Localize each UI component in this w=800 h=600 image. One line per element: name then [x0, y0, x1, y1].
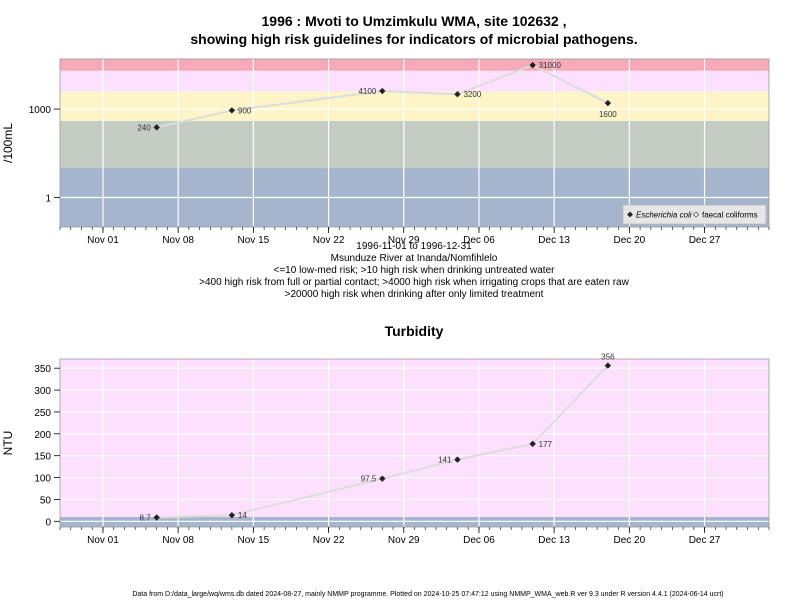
data-point-marker: [529, 61, 536, 69]
legend-label: faecal coliforms: [702, 211, 758, 220]
data-label: 177: [539, 440, 553, 449]
data-label: 141: [438, 456, 452, 465]
data-point-marker: [604, 99, 612, 107]
legend-marker: [627, 211, 633, 218]
x-tick-label: Dec 27: [689, 535, 721, 546]
y-tick-label: 300: [34, 386, 51, 397]
data-label: 31000: [539, 61, 562, 70]
data-point-marker: [228, 511, 236, 519]
x-tick-label: Nov 08: [162, 235, 194, 246]
chart-title: 1996 : Mvoti to Umzimkulu WMA, site 1026…: [262, 13, 567, 29]
data-point-marker: [153, 124, 160, 131]
y-tick-label: 250: [34, 408, 51, 419]
data-label: 356: [601, 353, 615, 362]
x-tick-label: Dec 13: [538, 535, 570, 546]
y-tick-label: 100: [34, 474, 51, 485]
x-tick-label: Dec 06: [463, 535, 495, 546]
date-range-note: 1996-11-01 to 1996-12-31: [356, 241, 472, 252]
data-point-marker: [454, 90, 461, 98]
y-tick-label: 50: [40, 495, 52, 506]
y-tick-label: 0: [45, 517, 51, 528]
data-point-marker: [379, 475, 386, 482]
x-tick-label: Dec 27: [689, 235, 721, 246]
legend-marker: [693, 211, 699, 218]
x-tick-label: Nov 15: [238, 235, 270, 246]
series-line: [156, 364, 609, 519]
data-point-marker: [153, 514, 160, 521]
x-tick-label: Nov 01: [87, 535, 119, 546]
legend-label: Escherichia coli: [636, 211, 692, 220]
risk-band: [60, 120, 769, 169]
x-tick-label: Nov 15: [238, 535, 270, 546]
data-label: 240: [137, 123, 151, 132]
y-tick-label: 1: [45, 194, 51, 205]
y-tick-label: 350: [34, 364, 51, 375]
series-line: [156, 64, 609, 129]
footer-note: Data from D:/data_large/wq/wms.db dated …: [132, 591, 723, 598]
x-tick-label: Nov 22: [313, 535, 345, 546]
risk-band: [60, 91, 769, 121]
chart-subtitle: showing high risk guidelines for indicat…: [190, 31, 637, 47]
data-point-marker: [379, 87, 386, 95]
risk-note-drinking: <=10 low-med risk; >10 high risk when dr…: [274, 265, 556, 276]
data-point-marker: [604, 362, 612, 369]
data-label: 14: [238, 511, 247, 520]
data-point-marker: [228, 107, 236, 114]
x-tick-label: Nov 08: [162, 535, 194, 546]
data-point-marker: [454, 456, 461, 463]
y-axis-label: NTU: [1, 431, 15, 456]
y-tick-label: 1000: [29, 105, 52, 116]
y-tick-label: 150: [34, 452, 51, 463]
x-tick-label: Nov 01: [87, 235, 119, 246]
data-label: 97.5: [361, 475, 377, 484]
y-axis-label: /100mL: [1, 123, 15, 163]
y-tick-label: 200: [34, 430, 51, 441]
x-tick-label: Dec 06: [463, 235, 495, 246]
risk-band: [60, 70, 769, 92]
data-label: 8.7: [140, 514, 152, 523]
risk-band: [60, 516, 769, 527]
x-tick-label: Dec 20: [614, 235, 646, 246]
x-tick-label: Nov 22: [313, 235, 345, 246]
risk-band: [60, 359, 769, 517]
x-tick-label: Nov 29: [388, 535, 420, 546]
risk-note-contact: >400 high risk from full or partial cont…: [199, 277, 629, 288]
turbidity-panel: Nov 01 Nov 08 Nov 15 Nov 22 Nov 29 Dec 06 Dec …: [1, 353, 770, 546]
x-tick-label: Dec 13: [538, 235, 570, 246]
data-label: 900: [238, 106, 252, 115]
data-label: 3200: [463, 90, 481, 99]
data-point-marker: [529, 440, 536, 448]
x-tick-label: Dec 20: [614, 535, 646, 546]
risk-band: [60, 59, 769, 71]
ecoli-panel: Nov 01 Nov 08 Nov 15 Nov 22 Nov 29 Dec 06 Dec …: [1, 58, 770, 246]
site-name-note: Msunduze River at Inanda/Nomfihlelo: [331, 253, 498, 264]
x-tick-label: Nov 29: [388, 235, 420, 246]
risk-note-treatment: >20000 high risk when drinking after onl…: [285, 289, 544, 300]
data-label: 4100: [358, 87, 376, 96]
data-label: 1600: [599, 110, 617, 119]
turbidity-title: Turbidity: [385, 323, 444, 339]
